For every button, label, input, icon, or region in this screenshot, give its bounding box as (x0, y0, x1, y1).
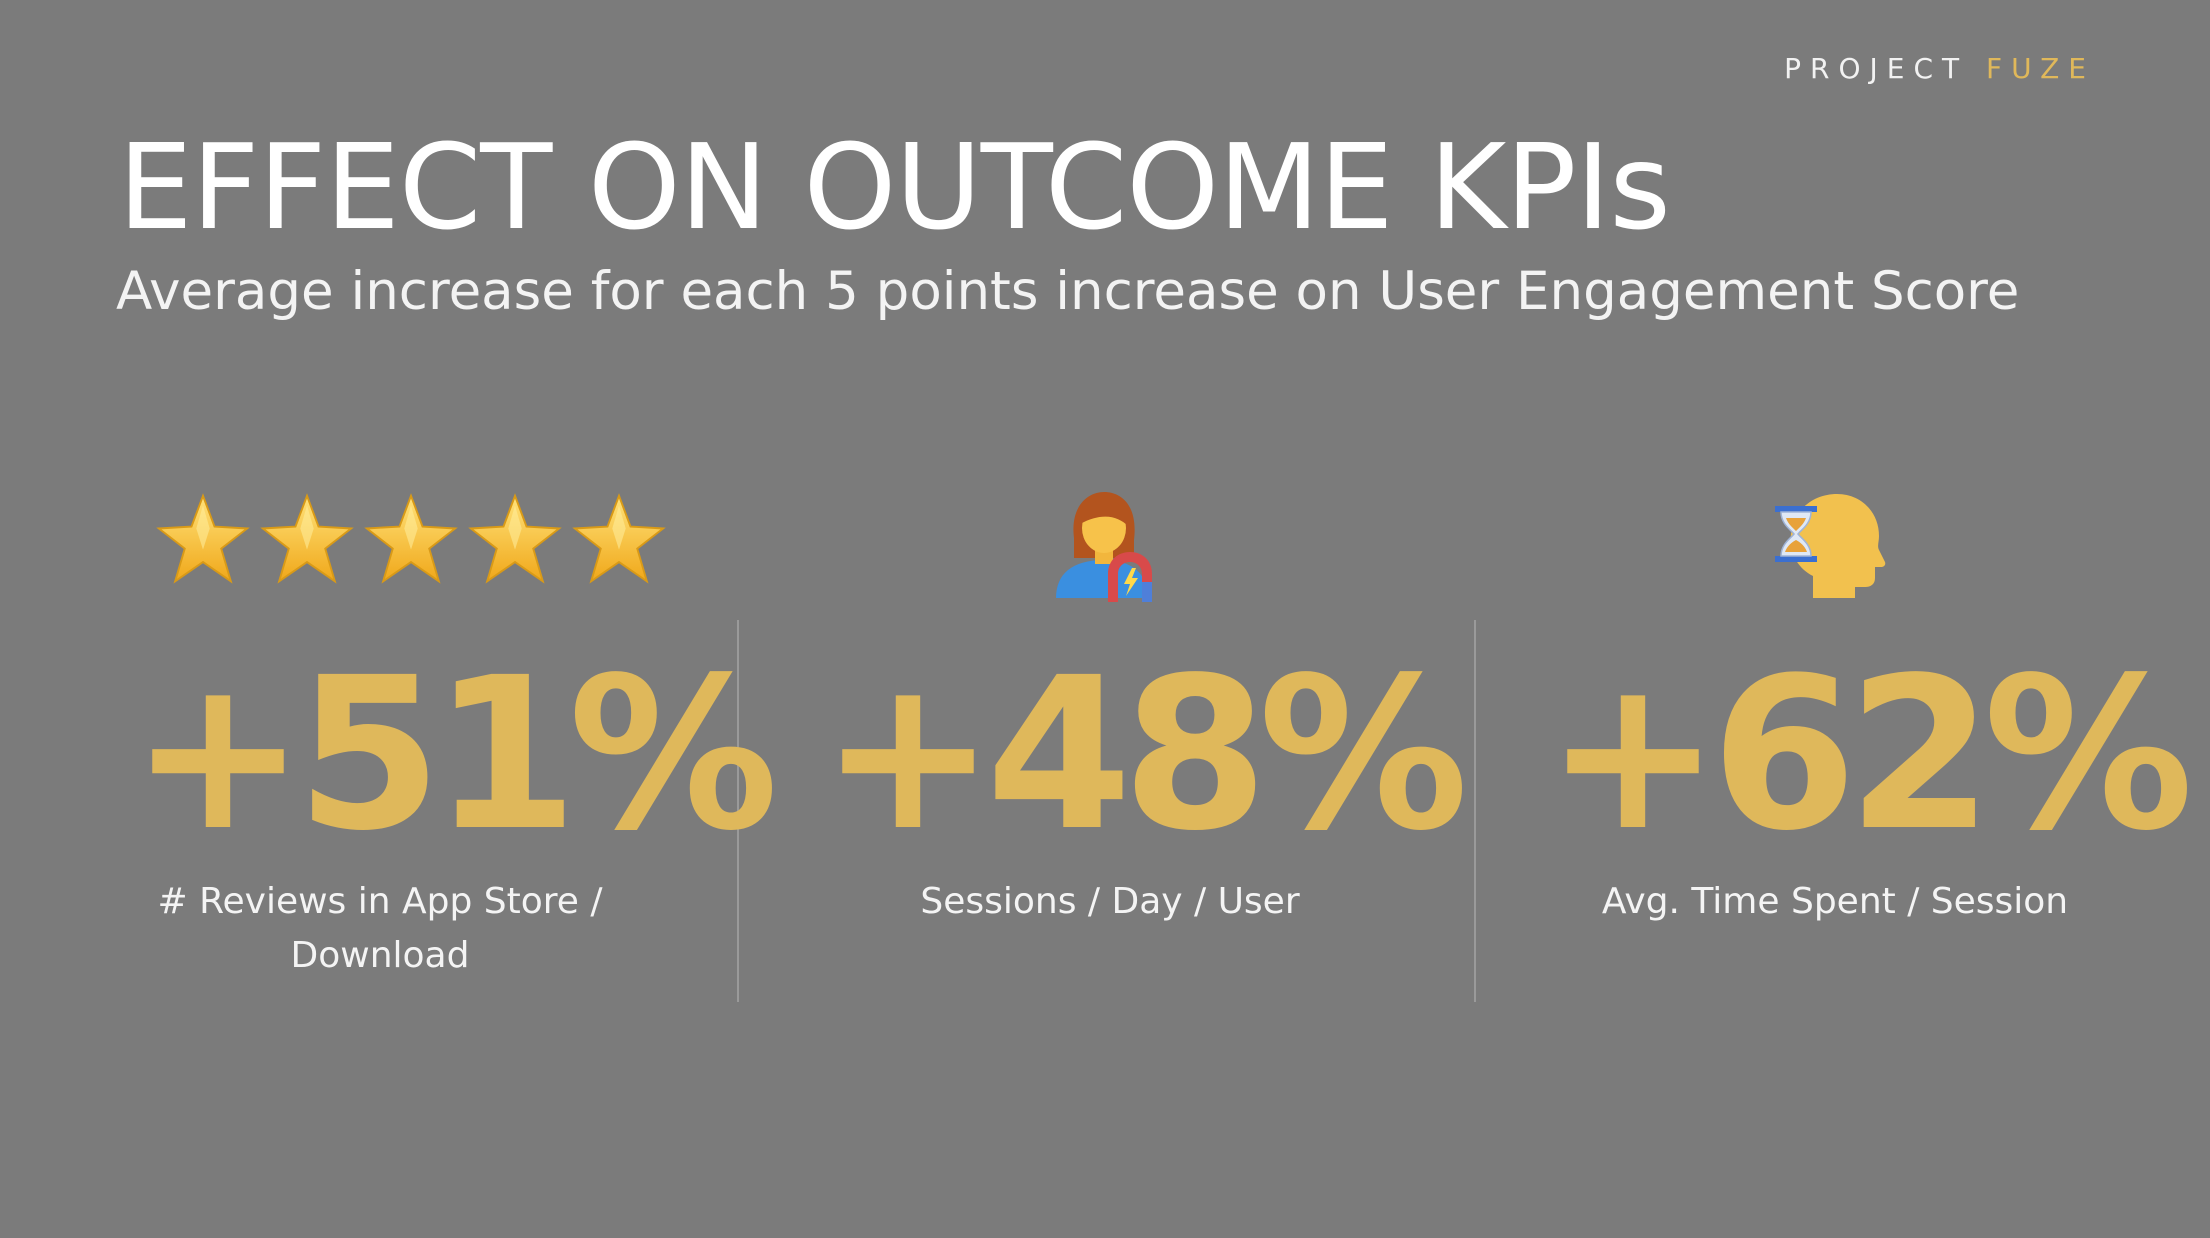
star-icon (572, 493, 666, 584)
head-hourglass-icon (1775, 494, 1886, 598)
brand-logo: PROJECT FUZE (1784, 52, 2095, 85)
kpi-value: +51% (130, 632, 779, 877)
person-magnet-icon (1056, 492, 1152, 602)
kpi-label: Avg. Time Spent / Session (1545, 875, 2125, 929)
kpi-row: +51% # Reviews in App Store / Download (0, 480, 2210, 1000)
star-icon (364, 493, 458, 584)
kpi-label-line: Avg. Time Spent / Session (1601, 881, 2069, 922)
column-divider (1474, 620, 1476, 1002)
kpi-card-time-spent: +62% Avg. Time Spent / Session (1545, 480, 2194, 1000)
star-icon (260, 493, 354, 584)
five-stars-icon (130, 480, 666, 610)
page-subtitle: Average increase for each 5 points incre… (116, 261, 2020, 322)
kpi-label: Sessions / Day / User (820, 875, 1400, 929)
kpi-label-line: Sessions / Day / User (920, 881, 1300, 922)
kpi-label: # Reviews in App Store / Download (130, 875, 630, 983)
kpi-label-line: Download (290, 935, 470, 976)
kpi-card-sessions: +48% Sessions / Day / User (820, 480, 1469, 1000)
kpi-value: +62% (1545, 632, 2194, 877)
star-icon (156, 493, 250, 584)
brand-accent: FUZE (1986, 52, 2095, 85)
kpi-label-line: # Reviews in App Store / (157, 881, 603, 922)
star-icon (468, 493, 562, 584)
kpi-card-reviews: +51% # Reviews in App Store / Download (130, 480, 779, 1000)
column-divider (737, 620, 739, 1002)
brand-prefix: PROJECT (1784, 52, 1969, 85)
kpi-value: +48% (820, 632, 1469, 877)
page-title: EFFECT ON OUTCOME KPIs (118, 118, 1671, 256)
